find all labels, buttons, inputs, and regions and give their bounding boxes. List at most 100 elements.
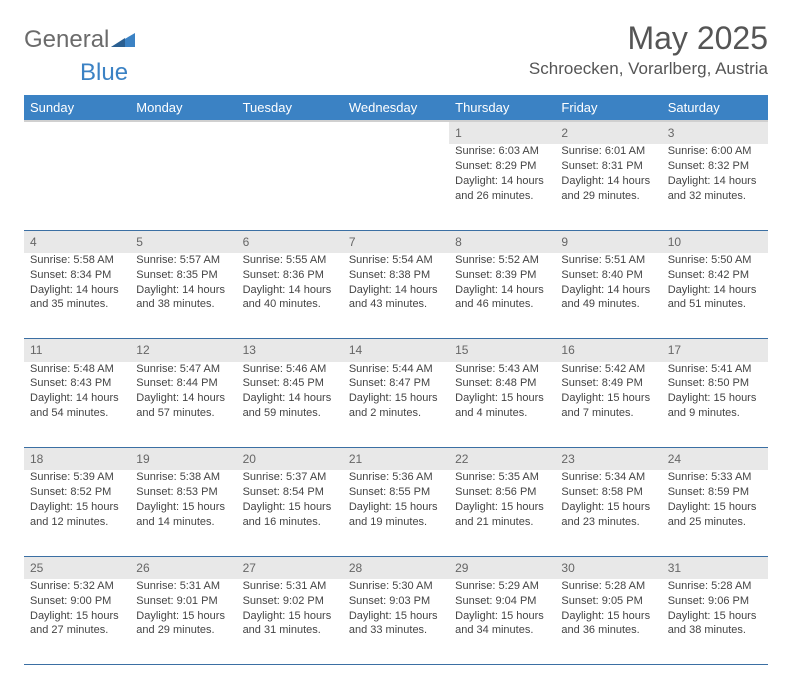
daylight-line: Daylight: 15 hours and 16 minutes. bbox=[243, 500, 337, 530]
sunrise-line: Sunrise: 5:55 AM bbox=[243, 253, 337, 268]
sunset-line: Sunset: 8:42 PM bbox=[668, 268, 762, 283]
sunset-line: Sunset: 8:48 PM bbox=[455, 376, 549, 391]
day-number-cell: 19 bbox=[130, 448, 236, 471]
day-cell: Sunrise: 6:00 AMSunset: 8:32 PMDaylight:… bbox=[662, 144, 768, 230]
daylight-line: Daylight: 14 hours and 26 minutes. bbox=[455, 174, 549, 204]
sunset-line: Sunset: 9:06 PM bbox=[668, 594, 762, 609]
day-cell: Sunrise: 5:37 AMSunset: 8:54 PMDaylight:… bbox=[237, 470, 343, 556]
day-number-cell: 13 bbox=[237, 339, 343, 362]
sunrise-line: Sunrise: 5:28 AM bbox=[668, 579, 762, 594]
weekday-header: Tuesday bbox=[237, 95, 343, 121]
day-cell bbox=[24, 144, 130, 230]
day-cell bbox=[237, 144, 343, 230]
day-number-cell: 9 bbox=[555, 230, 661, 253]
sunrise-line: Sunrise: 5:35 AM bbox=[455, 470, 549, 485]
day-cell: Sunrise: 5:31 AMSunset: 9:02 PMDaylight:… bbox=[237, 579, 343, 665]
day-cell: Sunrise: 5:44 AMSunset: 8:47 PMDaylight:… bbox=[343, 362, 449, 448]
day-number-cell: 25 bbox=[24, 556, 130, 579]
day-number-cell: 10 bbox=[662, 230, 768, 253]
daylight-line: Daylight: 15 hours and 9 minutes. bbox=[668, 391, 762, 421]
daylight-line: Daylight: 14 hours and 46 minutes. bbox=[455, 283, 549, 313]
location-text: Schroecken, Vorarlberg, Austria bbox=[529, 59, 768, 79]
sunset-line: Sunset: 9:04 PM bbox=[455, 594, 549, 609]
day-number-cell: 28 bbox=[343, 556, 449, 579]
brand-name-1: General bbox=[24, 26, 109, 54]
sunset-line: Sunset: 8:35 PM bbox=[136, 268, 230, 283]
sunset-line: Sunset: 8:36 PM bbox=[243, 268, 337, 283]
daylight-line: Daylight: 14 hours and 43 minutes. bbox=[349, 283, 443, 313]
sunrise-line: Sunrise: 5:47 AM bbox=[136, 362, 230, 377]
sunset-line: Sunset: 9:02 PM bbox=[243, 594, 337, 609]
daylight-line: Daylight: 15 hours and 4 minutes. bbox=[455, 391, 549, 421]
sunset-line: Sunset: 8:39 PM bbox=[455, 268, 549, 283]
sunset-line: Sunset: 8:38 PM bbox=[349, 268, 443, 283]
day-cell: Sunrise: 5:32 AMSunset: 9:00 PMDaylight:… bbox=[24, 579, 130, 665]
day-number-cell: 24 bbox=[662, 448, 768, 471]
day-cell: Sunrise: 5:57 AMSunset: 8:35 PMDaylight:… bbox=[130, 253, 236, 339]
day-number-cell: 16 bbox=[555, 339, 661, 362]
sunrise-line: Sunrise: 5:36 AM bbox=[349, 470, 443, 485]
daylight-line: Daylight: 15 hours and 12 minutes. bbox=[30, 500, 124, 530]
day-number-cell: 29 bbox=[449, 556, 555, 579]
daylight-line: Daylight: 15 hours and 23 minutes. bbox=[561, 500, 655, 530]
daylight-line: Daylight: 15 hours and 36 minutes. bbox=[561, 609, 655, 639]
sunset-line: Sunset: 8:32 PM bbox=[668, 159, 762, 174]
day-number-cell bbox=[343, 121, 449, 144]
week-row: Sunrise: 5:48 AMSunset: 8:43 PMDaylight:… bbox=[24, 362, 768, 448]
sunset-line: Sunset: 8:54 PM bbox=[243, 485, 337, 500]
logo-triangle-icon bbox=[111, 29, 135, 52]
day-number-cell: 23 bbox=[555, 448, 661, 471]
month-title: May 2025 bbox=[529, 20, 768, 57]
sunset-line: Sunset: 9:03 PM bbox=[349, 594, 443, 609]
day-number-cell: 8 bbox=[449, 230, 555, 253]
daynum-row: 45678910 bbox=[24, 230, 768, 253]
day-number-cell: 15 bbox=[449, 339, 555, 362]
sunrise-line: Sunrise: 5:31 AM bbox=[136, 579, 230, 594]
daylight-line: Daylight: 14 hours and 32 minutes. bbox=[668, 174, 762, 204]
sunset-line: Sunset: 9:01 PM bbox=[136, 594, 230, 609]
day-number-cell: 27 bbox=[237, 556, 343, 579]
sunrise-line: Sunrise: 5:41 AM bbox=[668, 362, 762, 377]
sunrise-line: Sunrise: 5:32 AM bbox=[30, 579, 124, 594]
day-number-cell: 7 bbox=[343, 230, 449, 253]
day-number-cell: 12 bbox=[130, 339, 236, 362]
daylight-line: Daylight: 15 hours and 7 minutes. bbox=[561, 391, 655, 421]
sunset-line: Sunset: 9:05 PM bbox=[561, 594, 655, 609]
week-row: Sunrise: 5:58 AMSunset: 8:34 PMDaylight:… bbox=[24, 253, 768, 339]
day-cell: Sunrise: 5:43 AMSunset: 8:48 PMDaylight:… bbox=[449, 362, 555, 448]
day-cell: Sunrise: 5:47 AMSunset: 8:44 PMDaylight:… bbox=[130, 362, 236, 448]
sunset-line: Sunset: 8:29 PM bbox=[455, 159, 549, 174]
daylight-line: Daylight: 15 hours and 31 minutes. bbox=[243, 609, 337, 639]
day-cell: Sunrise: 5:52 AMSunset: 8:39 PMDaylight:… bbox=[449, 253, 555, 339]
sunset-line: Sunset: 8:43 PM bbox=[30, 376, 124, 391]
day-number-cell: 30 bbox=[555, 556, 661, 579]
week-row: Sunrise: 5:32 AMSunset: 9:00 PM Daylight:… bbox=[24, 579, 768, 665]
daylight-line: Daylight: 14 hours and 49 minutes. bbox=[561, 283, 655, 313]
day-number-cell: 18 bbox=[24, 448, 130, 471]
weekday-header: Friday bbox=[555, 95, 661, 121]
day-number-cell bbox=[130, 121, 236, 144]
day-cell bbox=[130, 144, 236, 230]
day-cell: Sunrise: 5:50 AMSunset: 8:42 PMDaylight:… bbox=[662, 253, 768, 339]
daylight-line: Daylight: 15 hours and 14 minutes. bbox=[136, 500, 230, 530]
day-number-cell: 11 bbox=[24, 339, 130, 362]
day-cell: Sunrise: 5:35 AMSunset: 8:56 PMDaylight:… bbox=[449, 470, 555, 556]
brand-logo: General bbox=[24, 26, 135, 54]
sunset-line: Sunset: 8:40 PM bbox=[561, 268, 655, 283]
daylight-line: Daylight: 15 hours and 19 minutes. bbox=[349, 500, 443, 530]
title-block: May 2025 Schroecken, Vorarlberg, Austria bbox=[529, 20, 768, 79]
day-cell: Sunrise: 5:51 AMSunset: 8:40 PMDaylight:… bbox=[555, 253, 661, 339]
sunrise-line: Sunrise: 5:46 AM bbox=[243, 362, 337, 377]
sunset-line: Sunset: 8:50 PM bbox=[668, 376, 762, 391]
sunrise-line: Sunrise: 5:51 AM bbox=[561, 253, 655, 268]
weekday-header: Thursday bbox=[449, 95, 555, 121]
sunrise-line: Sunrise: 6:01 AM bbox=[561, 144, 655, 159]
sunset-line: Sunset: 8:31 PM bbox=[561, 159, 655, 174]
day-number-cell: 6 bbox=[237, 230, 343, 253]
sunset-line: Sunset: 9:00 PM bbox=[30, 594, 124, 609]
day-number-cell: 3 bbox=[662, 121, 768, 144]
sunset-line: Sunset: 8:47 PM bbox=[349, 376, 443, 391]
sunrise-line: Sunrise: 5:28 AM bbox=[561, 579, 655, 594]
daylight-line: Daylight: 15 hours and 38 minutes. bbox=[668, 609, 762, 639]
day-cell: Sunrise: 5:29 AMSunset: 9:04 PMDaylight:… bbox=[449, 579, 555, 665]
